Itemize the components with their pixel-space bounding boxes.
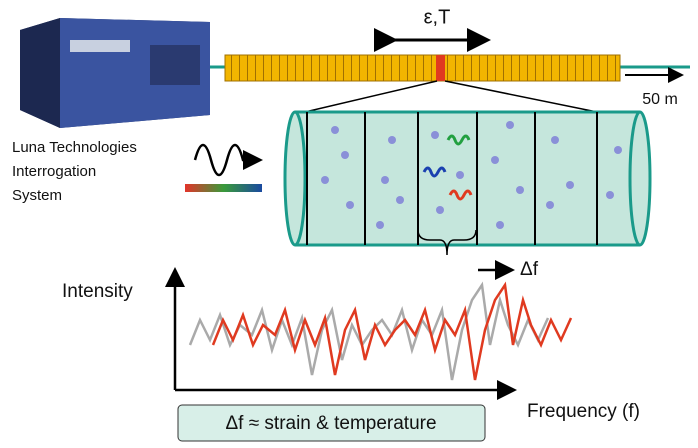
instrument-label: Luna Technologies (12, 139, 137, 156)
fiber-core (283, 110, 652, 247)
spectrum-bar (185, 184, 262, 192)
instrument-label: System (12, 187, 62, 204)
shift-label: Δf (520, 259, 539, 280)
fiber-segments (224, 54, 621, 82)
caption-box (177, 404, 486, 442)
zoom-line (304, 80, 438, 113)
active-segment (436, 55, 445, 81)
brace (417, 229, 477, 256)
light-wave (193, 143, 263, 177)
instrument-label: Interrogation (12, 163, 96, 180)
instrument (20, 18, 210, 128)
zoom-line (444, 80, 598, 113)
reference-trace (188, 281, 550, 381)
shifted-trace (211, 281, 573, 381)
x-axis-label: Frequency (f) (527, 401, 640, 422)
scale-label: 50 m (642, 91, 678, 108)
y-axis-label: Intensity (62, 281, 133, 302)
strain-label: ε,T (424, 6, 451, 28)
caption: Δf ≈ strain & temperature (225, 413, 436, 434)
